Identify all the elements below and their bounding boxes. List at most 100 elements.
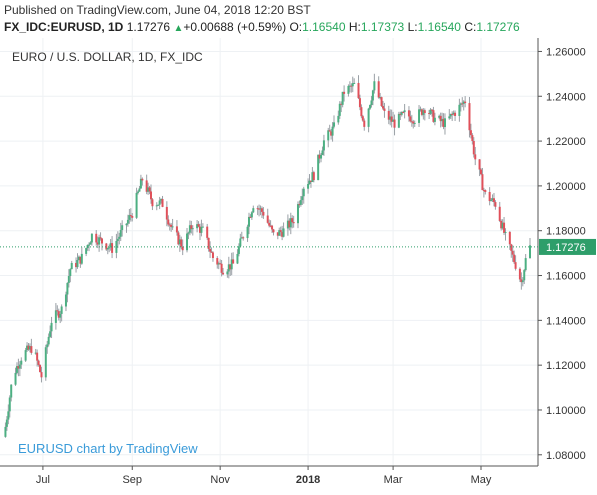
candle-up bbox=[28, 346, 31, 350]
candle-up bbox=[524, 258, 527, 271]
high-value: 1.17373 bbox=[360, 20, 405, 34]
candle-up bbox=[8, 397, 11, 412]
candle-down bbox=[409, 116, 412, 122]
candle-up bbox=[191, 228, 194, 230]
candle-down bbox=[229, 264, 232, 270]
candle-down bbox=[167, 219, 170, 225]
candle-down bbox=[281, 232, 284, 237]
candle-up bbox=[126, 219, 129, 224]
axis-layer: 1.26000 1.24000 1.22000 1.20000 1.18000 1.160… bbox=[0, 38, 596, 486]
candle-up bbox=[217, 263, 220, 265]
y-tick-label: 1.10000 bbox=[546, 405, 586, 417]
candle-up bbox=[347, 85, 350, 94]
candle-up bbox=[98, 237, 101, 245]
y-tick-label: 1.12000 bbox=[546, 360, 586, 372]
candle-up bbox=[317, 154, 320, 181]
candle-down bbox=[57, 311, 60, 318]
candle-down bbox=[268, 222, 271, 226]
candle-down bbox=[387, 110, 390, 120]
candle-up bbox=[289, 218, 292, 228]
candle-up bbox=[188, 225, 191, 233]
watermark-label[interactable]: EURUSD chart by TradingView bbox=[18, 441, 198, 456]
candle-up bbox=[138, 188, 141, 192]
candle-up bbox=[160, 199, 163, 201]
candle-up bbox=[240, 237, 243, 239]
candle-down bbox=[399, 113, 402, 115]
candle-down bbox=[149, 191, 152, 200]
candle-up bbox=[10, 384, 13, 398]
candle-down bbox=[328, 130, 331, 132]
candle-down bbox=[220, 263, 223, 273]
candle-down bbox=[402, 112, 405, 114]
candle-up bbox=[5, 419, 8, 427]
candle-up bbox=[44, 347, 47, 378]
candle-down bbox=[481, 174, 484, 191]
candle-down bbox=[206, 226, 209, 238]
candle-down bbox=[198, 226, 201, 233]
close-label: C: bbox=[464, 20, 477, 34]
candle-down bbox=[269, 225, 272, 227]
y-tick-label: 1.22000 bbox=[546, 136, 586, 148]
candle-down bbox=[513, 254, 516, 263]
candle-up bbox=[351, 83, 354, 87]
y-tick-label: 1.18000 bbox=[546, 226, 586, 238]
candle-layer bbox=[4, 73, 531, 438]
candle-down bbox=[357, 82, 360, 99]
candle-up bbox=[128, 215, 131, 220]
candle-down bbox=[151, 199, 154, 207]
candle-up bbox=[278, 230, 281, 236]
candle-down bbox=[256, 208, 259, 210]
candle-up bbox=[46, 344, 49, 348]
open-value: 1.16540 bbox=[302, 20, 346, 34]
y-tick-label: 1.08000 bbox=[546, 450, 586, 462]
candle-up bbox=[89, 242, 92, 245]
candle-up bbox=[18, 364, 21, 369]
candle-up bbox=[236, 253, 239, 264]
candle-down bbox=[503, 222, 506, 233]
candle-up bbox=[452, 112, 455, 115]
candle-down bbox=[410, 121, 413, 123]
candle-up bbox=[7, 411, 10, 420]
candle-up bbox=[196, 224, 199, 229]
candle-up bbox=[338, 103, 341, 116]
candle-up bbox=[259, 208, 262, 210]
candle-up bbox=[147, 187, 150, 192]
candle-up bbox=[158, 200, 161, 205]
candle-down bbox=[111, 243, 114, 253]
candle-down bbox=[407, 110, 410, 117]
candle-down bbox=[197, 224, 200, 227]
candle-up bbox=[201, 226, 204, 228]
candle-down bbox=[442, 118, 445, 128]
candle-down bbox=[472, 140, 475, 155]
candle-down bbox=[249, 216, 252, 218]
candle-up bbox=[282, 228, 285, 237]
candle-up bbox=[392, 119, 395, 122]
candle-up bbox=[155, 205, 158, 207]
candle-up bbox=[311, 172, 314, 182]
candle-down bbox=[514, 262, 517, 269]
candle-up bbox=[301, 196, 304, 201]
candle-up bbox=[69, 269, 72, 277]
candle-down bbox=[190, 225, 193, 230]
y-tick-label: 1.14000 bbox=[546, 315, 586, 327]
candle-down bbox=[312, 172, 315, 181]
candle-down bbox=[360, 107, 363, 117]
candle-up bbox=[116, 238, 119, 241]
candle-down bbox=[232, 259, 235, 264]
y-tick-label: 1.16000 bbox=[546, 271, 586, 283]
candle-up bbox=[438, 115, 441, 118]
candle-up bbox=[50, 322, 53, 332]
candle-up bbox=[418, 109, 421, 123]
chart-background bbox=[0, 38, 597, 495]
candle-down bbox=[36, 352, 39, 361]
candle-up bbox=[77, 256, 80, 261]
chart-frame[interactable]: 1.26000 1.24000 1.22000 1.20000 1.18000 1.160… bbox=[0, 38, 597, 495]
last-price-badge bbox=[539, 238, 596, 255]
candle-up bbox=[90, 233, 93, 243]
y-tick-label: 1.20000 bbox=[546, 181, 586, 193]
up-arrow-icon: ▲ bbox=[173, 23, 184, 34]
candle-down bbox=[318, 154, 321, 159]
candle-down bbox=[210, 251, 213, 253]
price-chart[interactable]: 1.26000 1.24000 1.22000 1.20000 1.18000 1.160… bbox=[0, 38, 597, 495]
candle-up bbox=[186, 233, 189, 251]
